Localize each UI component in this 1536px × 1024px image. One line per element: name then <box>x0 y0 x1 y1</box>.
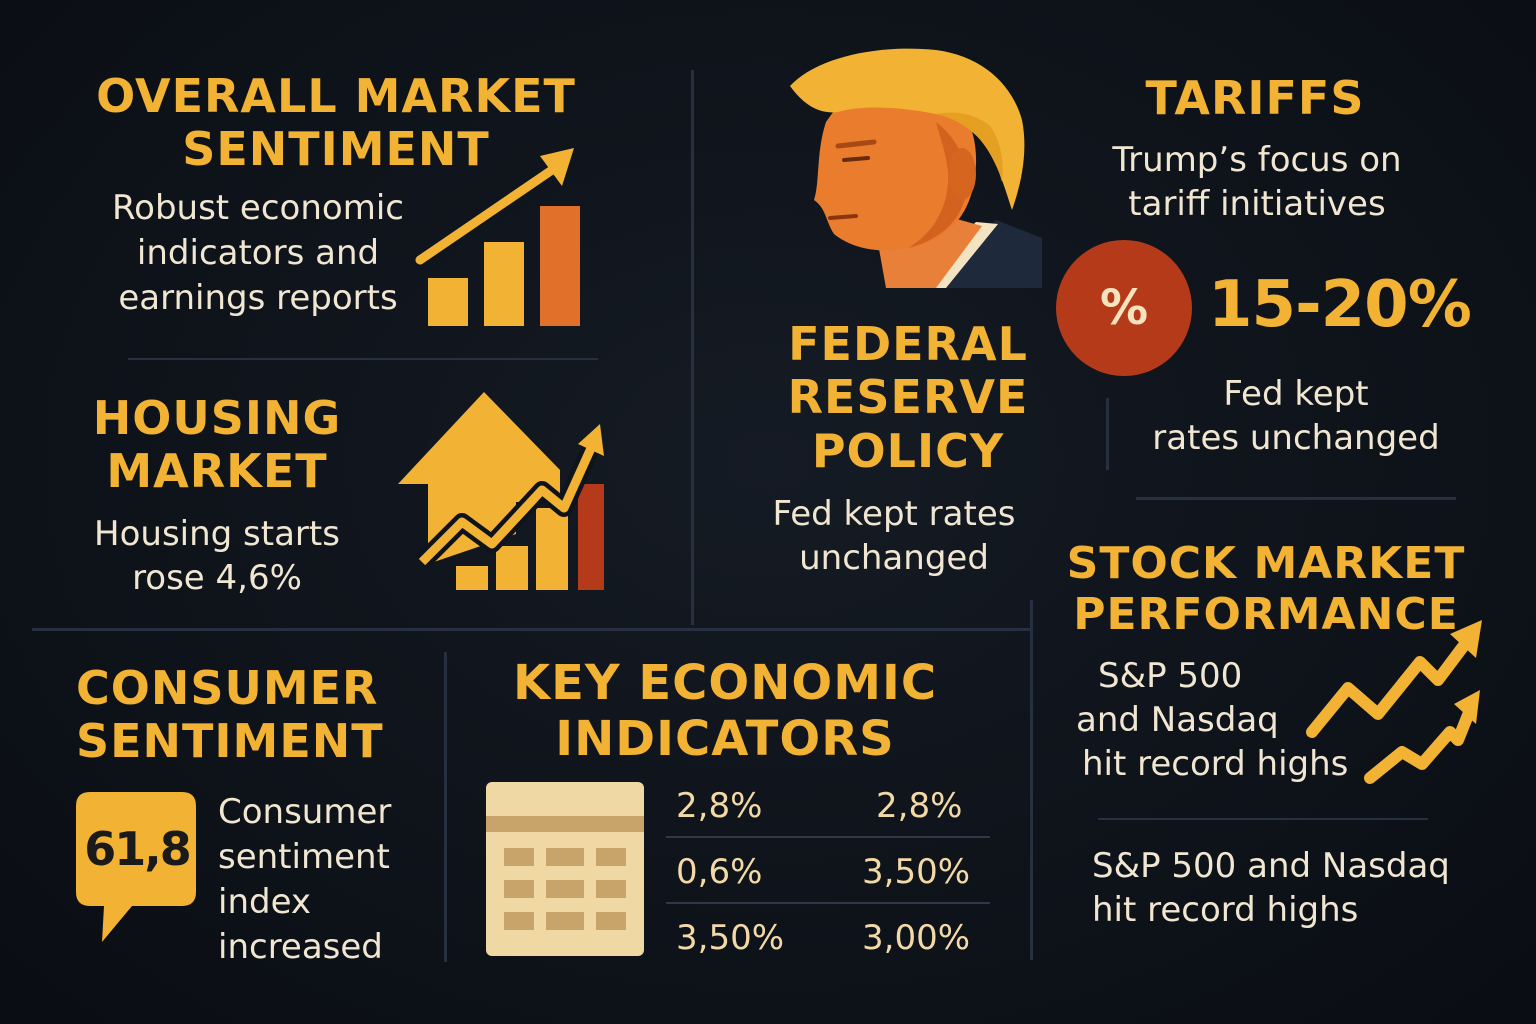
divider-right-horizontal-1 <box>1136 497 1456 500</box>
overall-market-title: OVERALL MARKET SENTIMENT <box>86 69 586 177</box>
consumer-index-value: 61,8 <box>84 822 192 876</box>
consumer-line4: increased <box>218 926 383 967</box>
bar-chart-rising-arrow-icon <box>415 148 580 326</box>
percent-symbol: % <box>1099 280 1149 336</box>
divider-top-center-vertical <box>691 70 694 625</box>
consumer-title: CONSUMER SENTIMENT <box>76 661 383 769</box>
percent-circle-icon: % <box>1056 240 1192 376</box>
overall-market-title-line1: OVERALL MARKET <box>96 69 576 123</box>
stock-market-title: STOCK MARKET PERFORMANCE <box>1066 538 1466 640</box>
twin-rising-arrows-icon <box>1306 620 1482 784</box>
tariffs-title: TARIFFS <box>1130 71 1380 125</box>
divider-bottom-left-vertical <box>444 652 447 962</box>
housing-description: Housing starts rose 4,6% <box>72 512 362 600</box>
tariffs-note-line2: rates unchanged <box>1152 418 1440 459</box>
divider-right-horizontal-2 <box>1098 818 1428 820</box>
housing-title-line1: HOUSING <box>92 391 342 445</box>
federal-reserve-description: Fed kept rates unchanged <box>742 492 1046 580</box>
federal-reserve-title: FEDERAL RESERVE POLICY <box>768 317 1048 478</box>
overall-market-description: Robust economic indicators and earnings … <box>96 186 420 321</box>
federal-reserve-line1: Fed kept rates <box>772 494 1016 534</box>
indicator-row-divider-2 <box>666 902 990 904</box>
consumer-description: Consumer sentiment index increased <box>218 790 428 970</box>
stock-market-line1: S&P 500 <box>1098 656 1243 696</box>
housing-line1: Housing starts <box>94 514 340 554</box>
overall-market-title-line2: SENTIMENT <box>182 122 490 177</box>
portrait-illustration <box>790 48 1042 288</box>
tariffs-title-text: TARIFFS <box>1145 71 1365 125</box>
overall-market-line1: Robust economic <box>112 188 404 228</box>
calendar-table-icon <box>486 782 644 956</box>
federal-reserve-title-line2: RESERVE <box>787 370 1029 425</box>
speech-bubble-icon <box>76 792 196 942</box>
tariffs-line1: Trump’s focus on <box>1112 140 1402 180</box>
overall-market-line3: earnings reports <box>118 277 398 318</box>
divider-tariff-vertical <box>1106 398 1109 470</box>
federal-reserve-title-line1: FEDERAL <box>788 317 1028 371</box>
tariffs-description: Trump’s focus on tariff initiatives <box>1090 138 1424 226</box>
stock-market-note-line1: S&P 500 and Nasdaq <box>1092 846 1450 886</box>
consumer-title-line1: CONSUMER <box>76 661 379 715</box>
indicator-row-divider-1 <box>666 836 990 838</box>
key-indicators-title-line2: INDICATORS <box>555 710 895 767</box>
divider-left-horizontal-1 <box>128 358 598 360</box>
divider-right-vertical <box>1030 600 1033 960</box>
housing-title-line2: MARKET <box>106 444 328 499</box>
tariffs-note: Fed kept rates unchanged <box>1130 372 1462 460</box>
tariffs-line2: tariff initiatives <box>1128 184 1386 225</box>
stock-market-description: S&P 500 and Nasdaq hit record highs <box>1076 654 1352 787</box>
overall-market-line2: indicators and <box>136 232 380 273</box>
indicator-row3-right: 3,00% <box>862 918 971 958</box>
indicator-row2-right: 3,50% <box>862 852 971 892</box>
housing-line2: rose 4,6% <box>132 558 302 599</box>
consumer-line3: index <box>218 881 312 922</box>
consumer-line2: sentiment <box>218 836 390 877</box>
tariff-range-value: 15-20% <box>1208 268 1472 342</box>
divider-main-horizontal <box>32 628 1032 631</box>
federal-reserve-line2: unchanged <box>799 538 989 579</box>
stock-market-title-line1: STOCK MARKET <box>1066 538 1466 589</box>
key-indicators-title-line1: KEY ECONOMIC <box>512 655 938 711</box>
consumer-line1: Consumer <box>218 792 392 832</box>
consumer-title-line2: SENTIMENT <box>76 714 384 769</box>
stock-market-title-line2: PERFORMANCE <box>1073 589 1459 641</box>
stock-market-line2: and Nasdaq <box>1076 700 1279 741</box>
house-growth-chart-icon <box>398 392 604 590</box>
stock-market-note: S&P 500 and Nasdaq hit record highs <box>1092 844 1452 932</box>
federal-reserve-title-line3: POLICY <box>811 423 1005 478</box>
stock-market-note-line2: hit record highs <box>1092 890 1359 931</box>
indicator-row1-left: 2,8% <box>676 786 763 826</box>
indicator-row3-left: 3,50% <box>676 918 785 958</box>
stock-market-line3: hit record highs <box>1082 744 1349 785</box>
tariffs-note-line1: Fed kept <box>1223 374 1369 414</box>
indicator-row2-left: 0,6% <box>676 852 763 892</box>
key-indicators-title: KEY ECONOMIC INDICATORS <box>500 655 950 767</box>
housing-title: HOUSING MARKET <box>92 391 342 499</box>
indicator-row1-right: 2,8% <box>876 786 963 826</box>
